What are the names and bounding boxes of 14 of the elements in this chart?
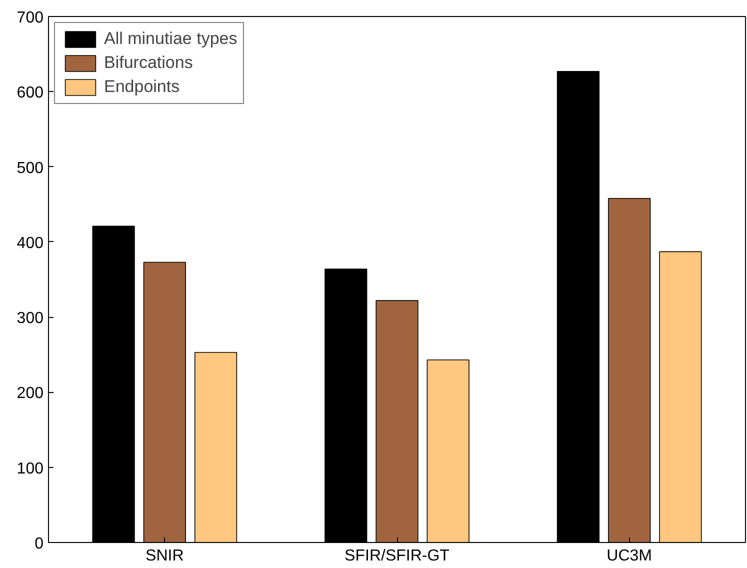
y-tick-label: 100 bbox=[16, 460, 44, 478]
y-tick-label: 0 bbox=[34, 536, 44, 552]
legend-label: Bifurcations bbox=[104, 53, 193, 73]
y-tick-label: 600 bbox=[16, 84, 44, 102]
x-tick-label: SNIR bbox=[146, 548, 184, 564]
legend-label: Endpoints bbox=[104, 77, 180, 97]
legend-label: All minutiae types bbox=[104, 29, 238, 49]
y-tick-label: 200 bbox=[16, 385, 44, 402]
x-tick-label: UC3M bbox=[606, 548, 652, 564]
y-tick-label: 400 bbox=[16, 234, 44, 252]
y-tick-label: 300 bbox=[16, 310, 44, 328]
x-tick-label: SFIR/SFIR-GT bbox=[344, 548, 450, 564]
y-tick-label: 700 bbox=[16, 10, 44, 26]
y-tick-label: 500 bbox=[16, 160, 44, 177]
